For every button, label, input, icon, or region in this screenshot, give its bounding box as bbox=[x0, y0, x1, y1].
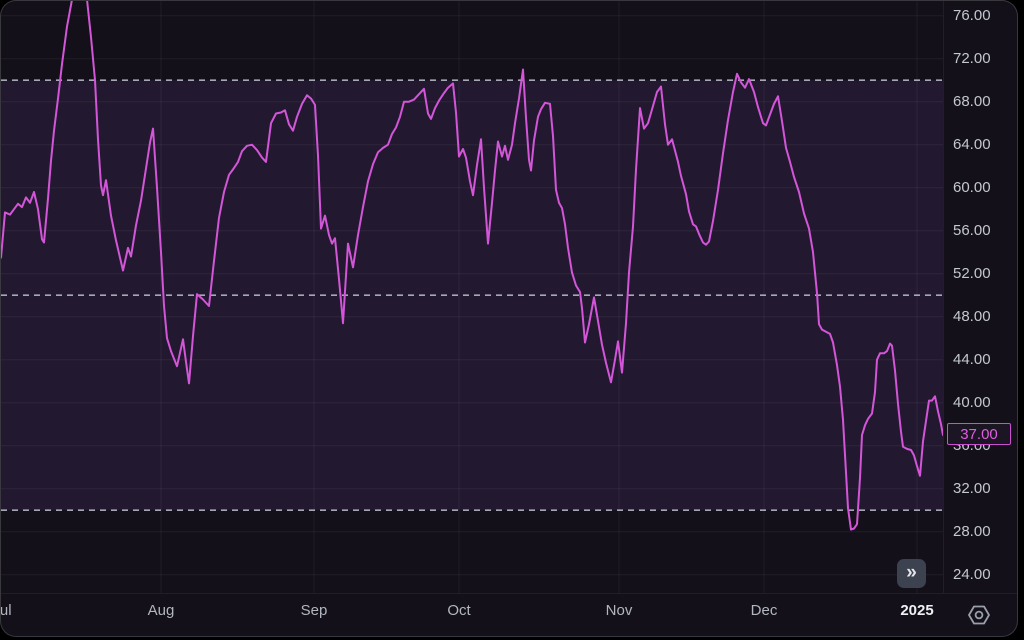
y-axis-label: 60.00 bbox=[953, 178, 991, 196]
gear-icon bbox=[968, 605, 990, 625]
indicator-line bbox=[1, 1, 943, 531]
x-axis-label: Dec bbox=[750, 602, 778, 619]
last-price-label: 37.00 bbox=[947, 422, 1011, 445]
x-axis-label: Sep bbox=[300, 602, 328, 619]
y-axis-label: 72.00 bbox=[953, 49, 991, 67]
x-axis-label: Aug bbox=[147, 602, 175, 619]
y-axis-label: 28.00 bbox=[953, 522, 991, 540]
y-axis-label: 44.00 bbox=[953, 350, 991, 368]
time-scale-axis[interactable]: Jul Aug Sep Oct Nov Dec 2025 bbox=[0, 593, 1017, 636]
x-axis-label: Nov bbox=[605, 602, 633, 619]
x-axis-label: Jul bbox=[0, 602, 12, 619]
double-chevron-right-icon: » bbox=[906, 562, 917, 583]
x-axis-label: Oct bbox=[447, 602, 471, 619]
chart-plot-area[interactable]: » bbox=[1, 1, 943, 593]
y-axis-label: 48.00 bbox=[953, 307, 991, 325]
y-axis-label: 32.00 bbox=[953, 479, 991, 497]
y-axis-label: 64.00 bbox=[953, 135, 991, 153]
y-axis-label: 68.00 bbox=[953, 92, 991, 110]
y-axis-label: 24.00 bbox=[953, 565, 991, 583]
price-chart[interactable] bbox=[1, 1, 943, 593]
price-scale-axis[interactable]: 76.00 72.00 68.00 64.00 60.00 56.00 52.00 48.00… bbox=[943, 1, 1017, 593]
y-axis-label: 40.00 bbox=[953, 393, 991, 411]
x-axis-label: 2025 bbox=[900, 602, 934, 619]
scroll-to-realtime-button[interactable]: » bbox=[897, 559, 926, 588]
y-axis-label: 56.00 bbox=[953, 221, 991, 239]
scale-settings-button[interactable] bbox=[966, 603, 992, 627]
y-axis-label: 76.00 bbox=[953, 6, 991, 24]
y-axis-label: 52.00 bbox=[953, 264, 991, 282]
